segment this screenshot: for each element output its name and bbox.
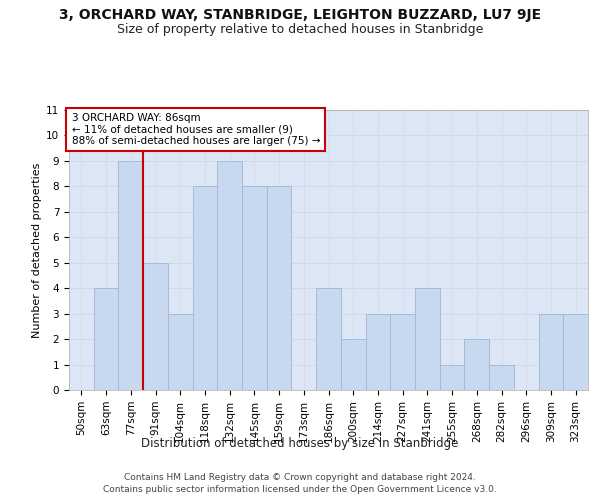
Text: Contains public sector information licensed under the Open Government Licence v3: Contains public sector information licen… [103,485,497,494]
Bar [563,314,588,390]
Bar [341,339,365,390]
Bar [489,364,514,390]
Y-axis label: Number of detached properties: Number of detached properties [32,162,42,338]
Bar [539,314,563,390]
Bar [365,314,390,390]
Text: Contains HM Land Registry data © Crown copyright and database right 2024.: Contains HM Land Registry data © Crown c… [124,472,476,482]
Bar [316,288,341,390]
Bar [94,288,118,390]
Text: 3, ORCHARD WAY, STANBRIDGE, LEIGHTON BUZZARD, LU7 9JE: 3, ORCHARD WAY, STANBRIDGE, LEIGHTON BUZ… [59,8,541,22]
Bar [168,314,193,390]
Bar [390,314,415,390]
Bar [118,161,143,390]
Bar [440,364,464,390]
Bar [415,288,440,390]
Bar [143,262,168,390]
Bar [267,186,292,390]
Bar [217,161,242,390]
Bar [193,186,217,390]
Bar [464,339,489,390]
Text: Size of property relative to detached houses in Stanbridge: Size of property relative to detached ho… [117,22,483,36]
Text: 3 ORCHARD WAY: 86sqm
← 11% of detached houses are smaller (9)
88% of semi-detach: 3 ORCHARD WAY: 86sqm ← 11% of detached h… [71,113,320,146]
Bar [242,186,267,390]
Text: Distribution of detached houses by size in Stanbridge: Distribution of detached houses by size … [142,438,458,450]
